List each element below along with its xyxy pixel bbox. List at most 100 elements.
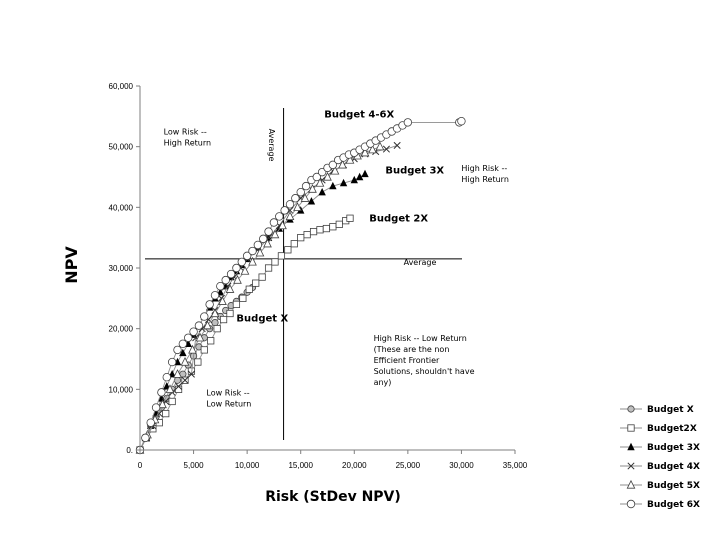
data-point [360,147,370,157]
annotation-text: High Return [461,175,508,184]
data-point [219,315,228,324]
data-point [180,356,190,366]
data-point [157,388,166,397]
data-point [167,357,177,367]
data-point [162,373,171,382]
annotation-text: any) [374,378,392,387]
y-tick-label: 30,000 [109,264,134,273]
data-point [248,246,257,256]
legend-label: Budget X [647,405,694,415]
data-point [280,206,289,215]
data-point [245,285,253,293]
series-budget-3x [136,169,369,454]
data-point [300,193,310,202]
data-point [323,171,332,181]
data-point [303,231,311,239]
x-tick-label: 20,000 [342,461,367,470]
legend-item: Budget 3X [620,442,700,453]
annotation-text: Solutions, shouldn't have [374,367,475,376]
data-point [316,226,324,234]
data-point [200,346,208,354]
data-point [232,300,241,309]
data-point [355,172,364,181]
legend-item: Budget2X [620,424,697,434]
data-point [165,384,175,393]
data-point [346,214,354,222]
data-point [269,218,279,227]
data-point [237,257,246,267]
data-point [335,220,343,228]
y-axis-title: NPV [62,246,81,284]
data-point [264,227,273,236]
y-tick-label: 20,000 [109,325,134,334]
annotation-text: Budget 3X [385,165,444,176]
data-point [368,144,377,154]
data-point [263,238,272,248]
data-point [339,178,348,187]
data-point [188,344,197,354]
series-budget2x [136,214,354,454]
data-point [203,320,212,330]
data-point [157,394,166,402]
data-point [291,194,300,203]
y-tick-label: 0. [126,446,133,455]
x-tick-label: 35,000 [503,461,528,470]
data-point [403,118,413,127]
data-point [175,382,183,390]
x-tick-label: 5,000 [184,461,205,470]
data-point [173,369,182,378]
data-point [221,275,230,285]
data-point [151,403,161,412]
x-tick-label: 15,000 [288,461,313,470]
legend-item: Budget 5X [620,479,700,491]
legend: Budget X Budget2X Budget 3X Budget 4X Budget… [620,405,700,510]
data-point [232,263,241,273]
data-point [195,332,205,342]
legend-marker [627,462,635,470]
annotation-text: Low Risk -- [164,128,207,137]
data-point [210,308,220,318]
x-tick-label: 10,000 [235,461,260,470]
legend-marker [627,424,635,432]
data-point [141,433,150,443]
data-point [240,265,250,275]
data-point [270,229,280,239]
data-point [285,200,295,209]
data-point [258,273,266,281]
data-point [382,145,390,153]
x-axis-title: Risk (StDev NPV) [265,489,401,505]
series-line [139,146,381,451]
data-point [284,246,292,254]
series-budget-5x [135,141,385,454]
data-point [278,220,287,230]
y-tick-label: 10,000 [109,385,134,394]
data-point [329,181,337,190]
data-point [146,418,155,427]
x-tick-label: 0 [138,461,143,470]
average-risk-label: Average [267,129,276,162]
data-point [207,337,215,345]
data-point [259,234,268,244]
data-point [293,202,302,211]
data-point [312,172,321,182]
legend-marker [627,405,635,413]
y-tick-label: 50,000 [109,143,134,152]
data-point [271,258,279,266]
data-point [184,333,193,342]
data-point [187,370,195,378]
data-point [301,181,311,191]
data-point [168,397,176,406]
data-point [179,348,187,357]
legend-label: Budget 4X [647,462,700,472]
data-point [275,212,284,221]
annotation-text: Budget 2X [369,213,428,224]
y-tick-label: 60,000 [109,82,134,91]
data-point [189,327,198,336]
data-point [194,321,204,330]
reference-lines: Average Average [145,108,462,440]
data-point [309,227,318,236]
annotation-text: Efficient Frontier [374,356,440,365]
data-point [457,116,466,126]
data-point [318,187,326,196]
